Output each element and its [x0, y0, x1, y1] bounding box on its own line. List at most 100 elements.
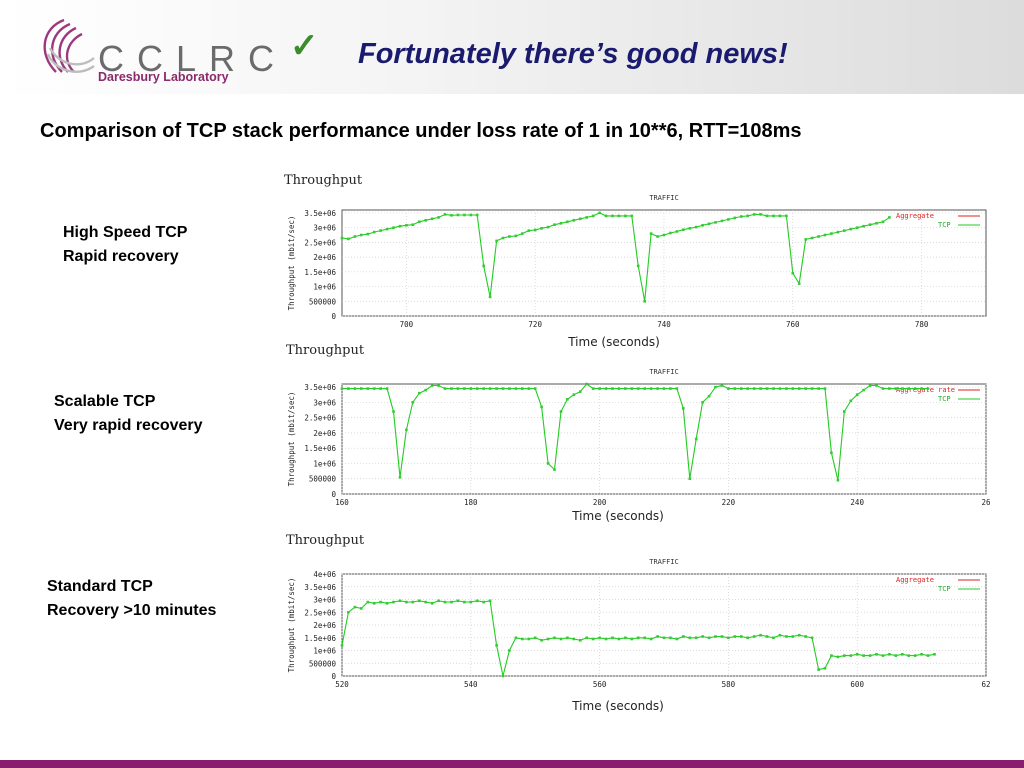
y-tick-label: 0 [331, 312, 336, 321]
slide-subtitle: Comparison of TCP stack performance unde… [40, 120, 802, 142]
plot-frame [341, 383, 987, 495]
data-point [868, 223, 872, 226]
data-point [617, 387, 621, 390]
data-point [372, 230, 376, 234]
data-point [340, 644, 344, 647]
data-point [662, 233, 666, 237]
data-point [836, 230, 840, 234]
data-point [424, 600, 427, 604]
legend-tcp-label: TCP [938, 585, 951, 593]
data-point [405, 428, 408, 432]
data-point [566, 220, 569, 224]
data-point [624, 387, 627, 390]
data-point [540, 227, 543, 230]
data-point [521, 637, 524, 641]
data-point [669, 387, 672, 390]
data-point [920, 387, 923, 390]
data-point [881, 654, 885, 657]
data-point [572, 637, 576, 641]
data-point [443, 600, 447, 604]
data-point [862, 388, 865, 392]
data-point [649, 232, 653, 235]
data-point [392, 226, 395, 229]
x-tick-label: 520 [335, 680, 349, 689]
data-point [443, 387, 447, 390]
data-point [920, 653, 923, 656]
x-tick-label: 540 [464, 680, 478, 689]
data-point [785, 214, 788, 218]
data-point [656, 387, 659, 390]
data-point [591, 387, 595, 390]
data-point [682, 407, 685, 410]
data-point [347, 387, 350, 390]
data-point [868, 384, 872, 387]
x-tick-label: 740 [657, 320, 671, 329]
legend-tcp-label: TCP [938, 221, 951, 229]
y-tick-label: 1e+06 [313, 283, 336, 292]
data-point [398, 599, 402, 603]
data-point [495, 239, 498, 243]
header-bar: CCLRC Daresbury Laboratory ✓ Fortunately… [0, 0, 1024, 94]
y-tick-label: 1.5e+06 [304, 634, 336, 643]
data-point [546, 637, 550, 641]
data-point [849, 654, 853, 657]
data-point [437, 216, 440, 219]
data-point [340, 236, 344, 240]
chart-3-label-line-1: Standard TCP [47, 578, 153, 595]
data-point [759, 633, 762, 637]
data-point [540, 405, 543, 409]
data-point [791, 387, 795, 390]
data-point [424, 388, 427, 392]
data-point [888, 216, 891, 219]
data-point [430, 384, 434, 387]
data-point [430, 602, 434, 605]
data-point [611, 636, 614, 640]
data-point [456, 599, 460, 603]
data-point [508, 387, 511, 390]
data-point [727, 387, 730, 390]
data-point [527, 229, 531, 232]
series-line-tcp [342, 383, 928, 481]
checkmark-icon: ✓ [290, 27, 319, 65]
chart-2-side-label: Scalable TCP Very rapid recovery [54, 390, 203, 438]
x-tick-label: 240 [850, 498, 864, 507]
data-point [469, 213, 473, 217]
data-point [385, 227, 389, 231]
y-tick-label: 2e+06 [313, 429, 336, 438]
data-point [579, 390, 582, 393]
data-point [662, 387, 666, 390]
data-point [340, 387, 344, 390]
data-point [881, 387, 885, 390]
legend-aggregate-label: Aggregate [896, 576, 934, 584]
data-point [411, 600, 415, 604]
cclrc-logo-icon [43, 18, 95, 73]
data-point [875, 384, 878, 387]
chart-3-label-line-2: Recovery >10 minutes [47, 602, 217, 619]
data-point [875, 222, 878, 225]
data-point [347, 237, 350, 241]
data-point [450, 214, 453, 217]
chart-1-label-line-2: Rapid recovery [63, 248, 179, 265]
data-point [456, 387, 460, 390]
data-point [675, 637, 679, 641]
data-point [598, 211, 601, 215]
data-point [907, 654, 910, 657]
data-point [559, 410, 563, 413]
legend-tcp-label: TCP [938, 395, 951, 403]
data-point [360, 387, 363, 390]
logo-text: CCLRC [98, 38, 288, 79]
data-point [746, 636, 749, 640]
data-point [752, 635, 756, 638]
data-point [353, 387, 357, 390]
data-point [611, 387, 614, 390]
data-point [488, 387, 492, 390]
data-point [366, 600, 370, 604]
data-point [514, 636, 518, 640]
x-tick-label: 180 [464, 498, 478, 507]
y-tick-label: 4e+06 [313, 570, 336, 579]
data-point [772, 387, 775, 390]
y-tick-label: 2.5e+06 [304, 238, 336, 247]
chart-heading: Throughput [286, 533, 365, 548]
data-point [418, 220, 421, 224]
data-point [765, 214, 769, 218]
